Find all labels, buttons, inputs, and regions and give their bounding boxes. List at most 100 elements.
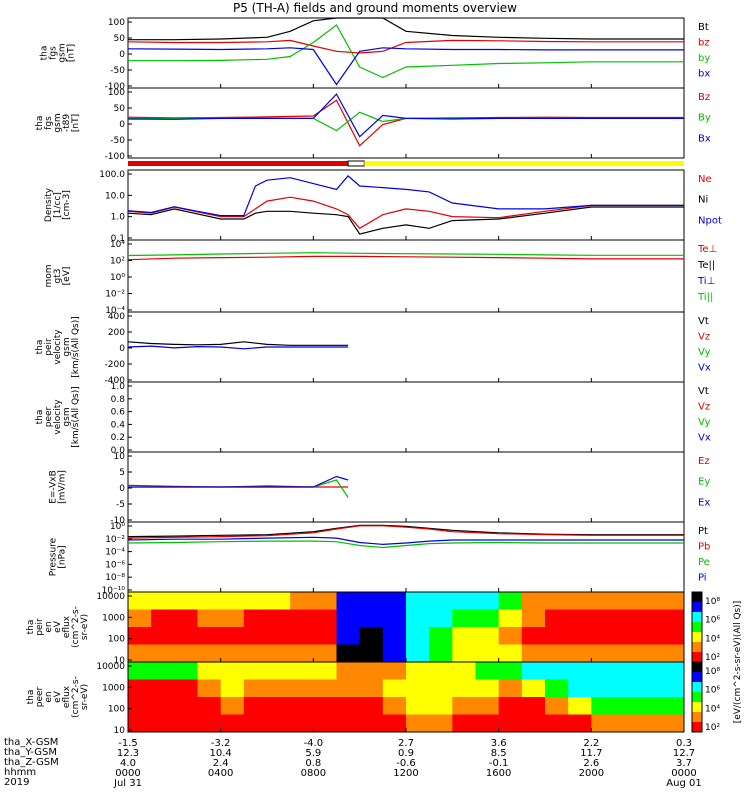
y-tick-label: 10000 xyxy=(96,592,125,602)
heatmap-cell xyxy=(429,679,453,698)
y-axis-label: momgt3[eV] xyxy=(44,264,72,287)
y-tick-label: 10² xyxy=(110,257,125,267)
heatmap-cell xyxy=(498,697,523,715)
heatmap-cell xyxy=(197,697,222,715)
heatmap-cell xyxy=(591,609,615,628)
heatmap-cell xyxy=(197,662,222,680)
heatmap-cell xyxy=(637,697,662,715)
heatmap-cell xyxy=(568,679,592,698)
footer-row-date: 2019 xyxy=(0,778,750,788)
heatmap-cell xyxy=(568,644,592,663)
series-line xyxy=(127,99,684,147)
colorbar-tick-label: 10² xyxy=(705,653,720,663)
heatmap-cell xyxy=(568,627,592,645)
series-line xyxy=(127,206,684,235)
heatmap-cell xyxy=(128,714,152,733)
heatmap-cell xyxy=(267,644,291,663)
heatmap-cell xyxy=(452,592,476,610)
heatmap-cell xyxy=(382,697,407,715)
heatmap-cell xyxy=(359,697,384,715)
footer-value: Jul 31 xyxy=(114,778,142,789)
y-tick-label: 0 xyxy=(119,120,125,130)
ephemeris-footer: tha_X-GSM tha_Y-GSM tha_Z-GSM hhmm 2019 … xyxy=(0,738,750,800)
legend-entry: Bz xyxy=(698,92,710,103)
heatmap-cell xyxy=(660,662,685,680)
footer-label: tha_Y-GSM xyxy=(4,747,58,758)
heatmap-cell xyxy=(313,644,337,663)
y-tick-label: 1.0 xyxy=(111,382,126,392)
heatmap-cell xyxy=(660,644,685,663)
y-tick-label: -400 xyxy=(105,376,126,386)
heatmap-cell xyxy=(452,714,476,733)
heatmap-cell xyxy=(545,662,569,680)
series-line xyxy=(127,341,349,346)
y-tick-label: 10⁻² xyxy=(105,290,125,300)
heatmap-cell xyxy=(220,627,245,645)
legend-entry: by xyxy=(698,53,710,64)
footer-value: 1200 xyxy=(393,768,419,779)
legend-entry: Pt xyxy=(698,526,708,537)
legend-entry: Ex xyxy=(698,497,710,508)
heatmap-cell xyxy=(429,697,453,715)
footer-value: -1.5 xyxy=(118,738,138,749)
heatmap-cell xyxy=(336,697,361,715)
footer-label: 2019 xyxy=(4,777,30,788)
y-tick-label: 10⁻⁸ xyxy=(105,573,125,583)
colorbar-segment xyxy=(692,672,702,683)
heatmap-cell xyxy=(406,627,430,645)
legend-entry: Te⊥ xyxy=(697,244,717,255)
heatmap-cell xyxy=(452,627,476,645)
series-line xyxy=(128,475,349,488)
heatmap-cell xyxy=(498,609,523,628)
heatmap-cell xyxy=(498,627,523,645)
heatmap-cell xyxy=(568,662,592,680)
footer-row-hhmm: hhmm xyxy=(0,768,750,778)
heatmap-cell xyxy=(220,679,245,698)
legend-entry: Vt xyxy=(698,316,709,327)
heatmap-cell xyxy=(174,609,198,628)
panel-frame xyxy=(127,381,685,453)
y-tick-label: 100.0 xyxy=(99,170,125,180)
heatmap-cell xyxy=(568,592,592,610)
y-tick-label: 10⁻⁴ xyxy=(105,306,125,316)
legend-entry: By xyxy=(698,113,711,124)
heatmap-cell xyxy=(382,609,407,628)
heatmap-cell xyxy=(568,697,592,715)
series-line xyxy=(127,536,684,546)
footer-value: 3.6 xyxy=(490,738,507,749)
y-tick-label: -10 xyxy=(110,516,125,526)
panel-frame xyxy=(127,17,685,89)
heatmap-cell xyxy=(174,644,198,663)
heatmap-cell xyxy=(290,644,314,663)
heatmap-cell xyxy=(336,627,361,645)
heatmap-cell xyxy=(243,662,268,680)
y-axis-label: thapeervelocitygsm[km/s(All Qs)] xyxy=(35,386,81,448)
footer-value: 0.9 xyxy=(398,748,414,759)
legend-entry: Pb xyxy=(698,542,710,553)
heatmap-cell xyxy=(313,662,337,680)
heatmap-cell xyxy=(197,644,222,663)
heatmap-cell xyxy=(128,679,152,698)
heatmap-cell xyxy=(452,679,476,698)
heatmap-cell xyxy=(637,714,662,733)
y-tick-label: 100 xyxy=(108,635,125,645)
heatmap-cell xyxy=(521,714,546,733)
heatmap-cell xyxy=(359,644,384,663)
colorbar-label: [eV/(cm^2-s-sr-eV)(All Qs)] xyxy=(733,601,743,724)
colorbar-segment xyxy=(692,682,702,693)
legend-entry: Bx xyxy=(698,133,711,144)
footer-label: tha_Z-GSM xyxy=(4,757,59,768)
heatmap-cell xyxy=(545,627,569,645)
heatmap-cell xyxy=(406,592,430,610)
legend-entry: bz xyxy=(698,38,710,49)
heatmap-cell xyxy=(498,644,523,663)
y-tick-label: -50 xyxy=(110,66,125,76)
heatmap-cell xyxy=(637,627,662,645)
heatmap-cell xyxy=(545,592,569,610)
heatmap-cell xyxy=(429,662,453,680)
heatmap-cell xyxy=(313,609,337,628)
series-line xyxy=(127,39,684,54)
y-tick-label: 10⁻² xyxy=(105,535,125,545)
heatmap-cell xyxy=(220,697,245,715)
footer-value: -4.0 xyxy=(303,738,324,749)
